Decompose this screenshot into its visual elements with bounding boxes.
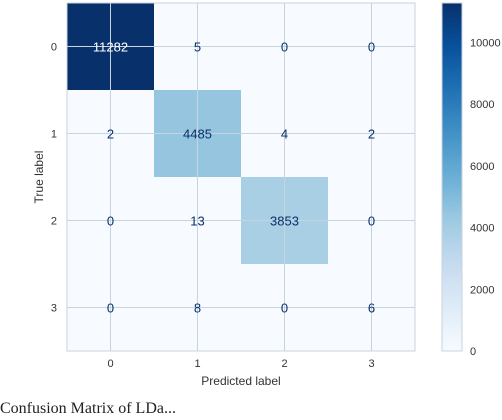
x-tick-label: 0 (107, 358, 113, 370)
y-tick-label: 1 (51, 129, 57, 141)
colorbar: 0 2000 4000 6000 8000 10000 (441, 2, 501, 358)
cell-value-label: 13 (190, 214, 204, 229)
x-tick-label: 1 (194, 358, 200, 370)
y-tick-label: 3 (51, 303, 57, 315)
cell-value-label: 11282 (93, 40, 128, 55)
cell-value-label: 0 (368, 40, 375, 55)
colorbar-tick-label: 8000 (470, 99, 494, 111)
colorbar-tick-label: 0 (470, 346, 476, 358)
colorbar-tick-label: 2000 (470, 284, 494, 296)
x-axis-label: Predicted label (201, 374, 280, 388)
cell-value-label: 4 (281, 127, 288, 142)
cell-value-label: 0 (281, 301, 288, 316)
cell-value-label: 0 (107, 301, 114, 316)
y-axis-label: True label (32, 151, 46, 204)
cell-value-label: 0 (107, 214, 114, 229)
cell-value-label: 6 (368, 301, 375, 316)
x-tick-label: 2 (281, 358, 287, 370)
cell-value-label: 5 (194, 40, 201, 55)
figure-caption: Confusion Matrix of LDa... (0, 400, 176, 417)
cell-value-label: 2 (107, 127, 114, 142)
colorbar-tick-label: 6000 (470, 161, 494, 173)
plot-area: 11282 5 0 0 2 4485 4 2 0 13 3853 0 0 8 0 6 0 1 2 3 0 1 2 3 (51, 2, 416, 370)
colorbar-bar (441, 2, 463, 352)
y-tick-label: 0 (51, 42, 57, 54)
cell-value-label: 4485 (183, 127, 212, 142)
cell-value-label: 0 (368, 214, 375, 229)
y-tick-label: 2 (51, 216, 57, 228)
cell-value-label: 3853 (270, 214, 299, 229)
x-tick-label: 3 (368, 358, 374, 370)
cell-value-label: 0 (281, 40, 288, 55)
cell-value-label: 2 (368, 127, 375, 142)
colorbar-tick-label: 4000 (470, 223, 494, 235)
colorbar-tick-label: 10000 (470, 38, 501, 50)
cell-value-label: 8 (194, 301, 201, 316)
plot-border (66, 2, 416, 352)
